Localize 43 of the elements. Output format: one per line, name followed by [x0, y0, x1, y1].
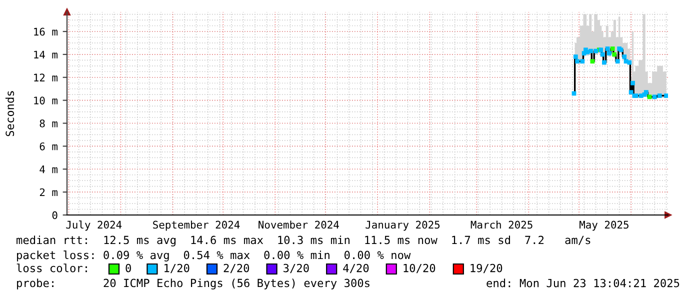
- x-tick-label: September 2024: [153, 220, 240, 231]
- point: [612, 52, 616, 57]
- y-tick-label: 6 m: [40, 142, 58, 150]
- text: median rtt: 12.5 ms avg 14.6 ms max 10.3 ms min 11.5 ms now 1.7 ms sd 7.2 am/s: [16, 236, 590, 246]
- x-tick-label: July 2024: [66, 220, 122, 231]
- point: [602, 60, 606, 65]
- legend-label: 1/20: [164, 264, 190, 274]
- x-tick-label: May 2025: [580, 220, 628, 231]
- x-tick-label: March 2025: [470, 220, 532, 229]
- y-tick-label: 0: [52, 211, 58, 220]
- point: [607, 51, 612, 56]
- x-tick-label: November 2024: [258, 220, 339, 229]
- point: [600, 52, 605, 57]
- legend-label: 19/20: [470, 264, 502, 274]
- point: [588, 48, 593, 54]
- legend-title: loss color:: [16, 264, 87, 272]
- point: [664, 94, 668, 98]
- y-tick-label: 14 m: [34, 50, 58, 58]
- text: end: Mon Jun 23 13:04:21 2025: [486, 278, 680, 288]
- legend-label: 4/20: [343, 264, 369, 274]
- y-tick-label: 8 m: [40, 120, 58, 128]
- text: probe: 20 ICMP Echo Pings (56 Bytes) every 300s: [17, 278, 370, 290]
- point: [647, 94, 652, 100]
- y-tick-label: 4 m: [40, 166, 58, 174]
- point: [572, 91, 576, 96]
- point: [622, 54, 627, 59]
- y-tick-label: 10 m: [34, 96, 58, 104]
- y-tick-label: 16 m: [34, 28, 58, 36]
- y-tick-label: 2 m: [40, 188, 58, 196]
- point: [657, 94, 662, 98]
- point: [628, 90, 634, 94]
- point: [627, 60, 632, 65]
- y-axis-title: Seconds: [5, 91, 14, 136]
- point: [652, 94, 657, 100]
- point: [644, 90, 648, 94]
- legend-label: 10/20: [404, 264, 436, 274]
- point: [573, 54, 578, 59]
- legend-label: 2/20: [224, 264, 250, 274]
- y-tick-label: 12 m: [34, 74, 58, 82]
- text: packet loss: 0.09 % avg 0.54 % max 0.00 % min 0.00 % now: [17, 250, 411, 262]
- legend-label: 3/20: [284, 264, 309, 274]
- legend-label: 0: [126, 264, 131, 272]
- x-tick-label: January 2025: [366, 220, 440, 231]
